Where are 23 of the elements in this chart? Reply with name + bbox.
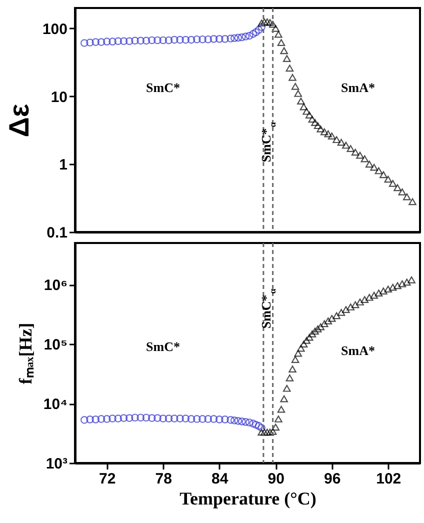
annotation: SmC* [146, 339, 180, 354]
x-tick-label: 78 [155, 470, 172, 488]
y-tick-label: 10 [50, 88, 68, 106]
annotation: SmC*α [258, 122, 278, 162]
annotation: SmA* [341, 80, 375, 95]
y-tick-label: 100 [42, 20, 68, 38]
x-tick-label: 72 [99, 470, 116, 488]
annotation: SmC*α [258, 288, 278, 329]
annotation: SmA* [341, 343, 375, 358]
x-tick-label: 90 [268, 470, 284, 488]
y-axis-title: fₘₐₓ[Hz] [15, 322, 36, 384]
x-tick-label: 102 [376, 470, 402, 488]
y-tick-label: 10⁶ [44, 277, 68, 294]
annotation: SmC* [146, 80, 180, 95]
y-tick-label: 0.1 [46, 224, 68, 242]
x-tick-label: 96 [324, 470, 341, 488]
y-tick-label: 10⁴ [43, 396, 68, 414]
y-tick-label: 10⁵ [44, 336, 68, 354]
y-tick-label: 1 [59, 156, 68, 174]
x-tick-label: 84 [212, 470, 229, 488]
y-axis-title: Δε [3, 104, 34, 138]
y-tick-label: 10³ [46, 456, 68, 472]
x-axis-title: Temperature (°C) [180, 488, 316, 508]
